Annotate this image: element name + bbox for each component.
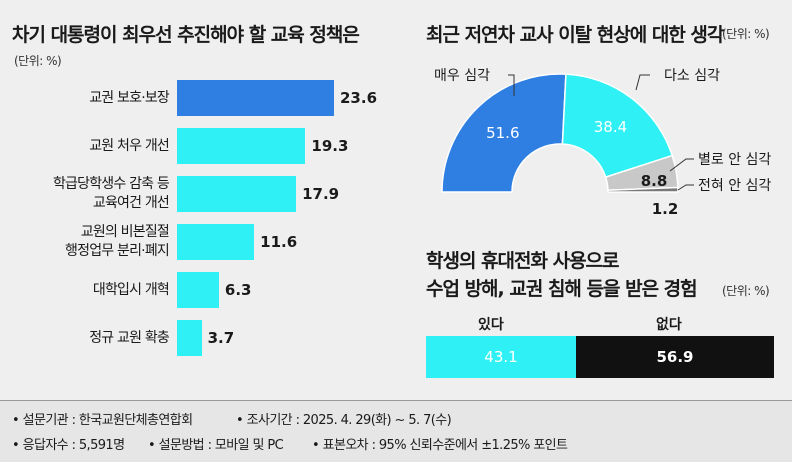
donut-slice — [561, 73, 674, 179]
donut-category-label: 별로 안 심각 — [698, 152, 771, 168]
donut-leader-line — [635, 74, 650, 91]
bar-value-label: 3.7 — [207, 329, 235, 347]
bar-category-label: 정규 교원 확충 — [89, 329, 170, 346]
donut-leader-line — [508, 74, 515, 96]
bar — [177, 224, 255, 260]
label-yes: 있다 — [478, 317, 504, 333]
policy-bar-chart: 교권 보호·보장 23.6 교원 처우 개선 19.3 학급당학생수 감축 등 교육여건 … — [0, 0, 400, 400]
bar — [177, 320, 202, 356]
bar — [177, 128, 306, 164]
donut-chart-unit: (단위: %) — [722, 27, 770, 41]
left-chart-unit: (단위: %) — [14, 54, 62, 68]
donut-slice — [441, 73, 567, 193]
bar-category-label: 대학입시 개혁 — [92, 281, 170, 298]
donut-value-label: 1.2 — [652, 200, 679, 218]
phone-chart-title-line2: 수업 방해, 교권 침해 등을 받은 경험 — [426, 278, 698, 300]
phone-chart-title-line1: 학생의 휴대전화 사용으로 — [426, 250, 620, 272]
footer-item-agency: • 설문기관 : 한국교원단체총연합회 — [12, 413, 193, 428]
footer-item-respondents: • 응답자수 : 5,591명 — [12, 438, 125, 453]
stacked-value-label: 56.9 — [656, 348, 694, 366]
donut-value-label: 38.4 — [594, 118, 627, 136]
donut-category-label: 전혀 안 심각 — [698, 178, 771, 194]
donut-leader-line — [677, 184, 694, 191]
stacked-value-label: 43.1 — [484, 348, 518, 366]
bar-value-label: 17.9 — [302, 185, 340, 203]
donut-leader-line — [669, 158, 694, 172]
label-no: 없다 — [656, 317, 682, 333]
bar — [177, 176, 297, 212]
donut-slice — [607, 186, 679, 193]
bar-value-label: 23.6 — [340, 89, 378, 107]
bar — [177, 80, 334, 116]
left-chart-title: 차기 대통령이 최우선 추진해야 할 교육 정책은 — [12, 24, 360, 46]
donut-value-label: 51.6 — [486, 124, 519, 142]
footer-item-method: • 설문방법 : 모바일 및 PC — [148, 438, 284, 453]
donut-category-label: 다소 심각 — [664, 68, 720, 84]
footer-item-period: • 조사기간 : 2025. 4. 29(화) ~ 5. 7(수) — [236, 413, 452, 428]
bar-category-label: 학급당학생수 감축 등 교육여건 개선 — [52, 176, 170, 211]
bar — [177, 272, 219, 308]
phone-chart-unit: (단위: %) — [722, 284, 770, 298]
bar-value-label: 19.3 — [311, 137, 349, 155]
footer-item-error: • 표본오차 : 95% 신뢰수준에서 ±1.25% 포인트 — [312, 438, 568, 453]
bar-value-label: 11.6 — [260, 233, 298, 251]
bar-category-label: 교원의 비본질절 행정업무 분리·폐지 — [65, 224, 170, 259]
donut-chart-title: 최근 저연차 교사 이탈 현상에 대한 생각 — [426, 24, 724, 46]
bar-value-label: 6.3 — [224, 281, 252, 299]
bar-category-label: 교권 보호·보장 — [89, 89, 170, 106]
phone-stacked-bar: 43.1 56.9 — [426, 336, 774, 378]
donut-category-label: 매우 심각 — [434, 68, 490, 84]
stacked-segment — [426, 336, 576, 378]
donut-value-label: 8.8 — [641, 172, 668, 190]
stacked-segment — [575, 336, 774, 378]
survey-footer: • 설문기관 : 한국교원단체총연합회 • 조사기간 : 2025. 4. 29… — [0, 400, 792, 462]
bar-category-label: 교원 처우 개선 — [89, 137, 170, 154]
